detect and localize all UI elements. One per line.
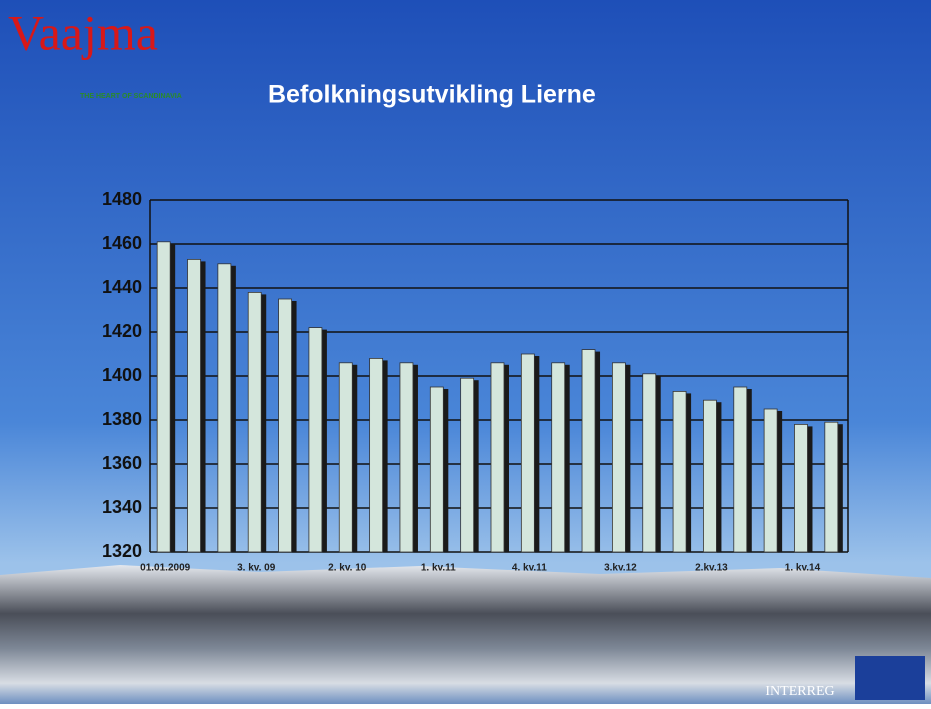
eu-flag bbox=[855, 656, 925, 700]
bar bbox=[217, 263, 232, 553]
bar bbox=[763, 408, 778, 553]
bar bbox=[399, 362, 414, 553]
bar bbox=[703, 399, 717, 553]
y-tick-label: 1360 bbox=[102, 453, 142, 473]
bar bbox=[520, 353, 535, 553]
bar bbox=[581, 349, 596, 553]
y-tick-label: 1460 bbox=[102, 233, 142, 253]
bar bbox=[187, 258, 201, 553]
x-tick-label: 2.kv.13 bbox=[695, 563, 728, 574]
y-tick-label: 1380 bbox=[102, 409, 142, 429]
x-tick-label: 3.kv.12 bbox=[604, 563, 637, 574]
landscape bbox=[0, 565, 931, 704]
bar bbox=[672, 390, 687, 553]
y-tick-label: 1420 bbox=[102, 321, 142, 341]
x-tick-label: 2. kv. 10 bbox=[328, 563, 367, 574]
bar bbox=[733, 386, 748, 553]
bar bbox=[156, 241, 171, 553]
chart-title: Befolkningsutvikling Lierne bbox=[268, 81, 596, 109]
bar bbox=[611, 362, 626, 553]
bar bbox=[429, 386, 444, 553]
bar bbox=[794, 423, 808, 553]
bar bbox=[247, 291, 262, 553]
partner-logo: INTERREG bbox=[765, 684, 834, 699]
y-tick-label: 1320 bbox=[102, 541, 142, 561]
logo: Vaajma bbox=[8, 4, 158, 60]
bar bbox=[278, 298, 292, 553]
bar bbox=[642, 373, 657, 553]
bar bbox=[460, 377, 475, 553]
x-tick-label: 1. kv.14 bbox=[785, 563, 821, 574]
x-tick-label: 1. kv.11 bbox=[421, 563, 456, 574]
x-tick-label: 4. kv.11 bbox=[512, 563, 547, 574]
y-tick-label: 1400 bbox=[102, 365, 142, 385]
bar bbox=[551, 362, 566, 553]
chart: 1320 1340 1360 1380 1400 1420 1440 1460 1480 01.0… bbox=[102, 189, 849, 574]
bar bbox=[824, 421, 839, 553]
bar bbox=[369, 357, 384, 553]
bar bbox=[490, 362, 505, 553]
bar bbox=[338, 362, 353, 553]
y-tick-label: 1340 bbox=[102, 497, 142, 517]
y-tick-label: 1440 bbox=[102, 277, 142, 297]
bar bbox=[308, 327, 323, 553]
x-tick-label: 3. kv. 09 bbox=[237, 563, 276, 574]
y-tick-label: 1480 bbox=[102, 189, 142, 209]
x-tick-label: 01.01.2009 bbox=[140, 563, 190, 574]
logo-tagline: THE HEART OF SCANDINAVIA bbox=[80, 93, 182, 100]
